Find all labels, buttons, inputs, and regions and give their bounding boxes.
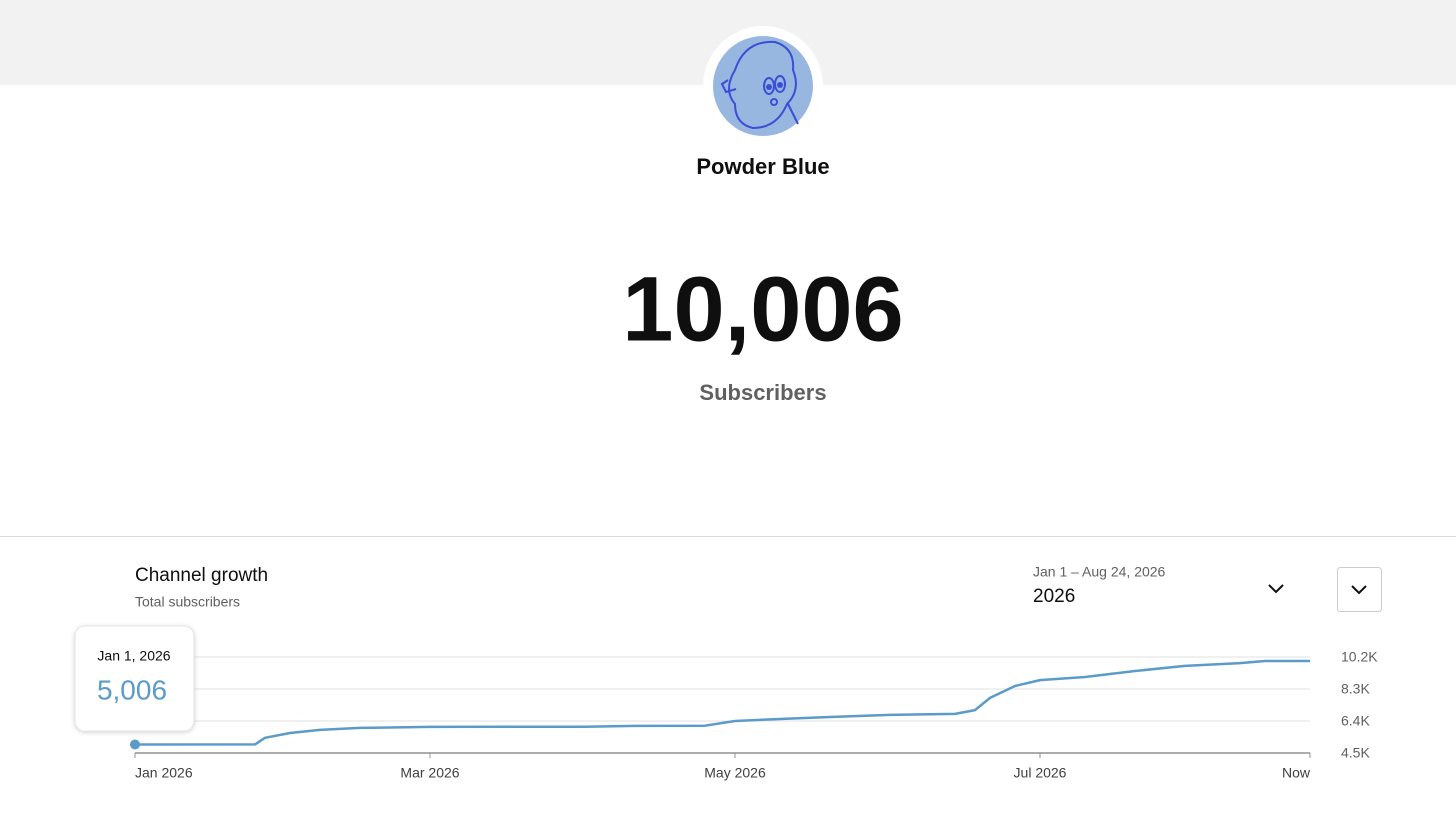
x-tick-label: Now xyxy=(1282,765,1311,781)
subscriber-label: Subscribers xyxy=(699,380,826,405)
y-tick-label: 10.2K xyxy=(1341,649,1378,665)
tooltip-box xyxy=(74,625,195,732)
x-tick-label: Mar 2026 xyxy=(400,765,459,781)
button-box xyxy=(1337,567,1382,612)
series-line xyxy=(134,659,1310,746)
chart: 4.5K 6.4K 8.3K 10.2K Jan 2026 Mar 2026 May 202… xyxy=(130,649,1378,781)
tooltip: Jan 1, 2026 5,006 xyxy=(74,625,195,732)
x-tick-label: Jan 2026 xyxy=(135,765,193,781)
y-tick-label: 6.4K xyxy=(1341,713,1370,729)
x-tick-label: Jul 2026 xyxy=(1014,765,1067,781)
date-range: Jan 1 – Aug 24, 2026 xyxy=(1033,564,1166,580)
avatar xyxy=(703,26,823,146)
subscriber-count: 10,006 xyxy=(622,258,903,360)
x-tick-label: May 2026 xyxy=(704,765,766,781)
tooltip-date: Jan 1, 2026 xyxy=(97,648,170,664)
hover-point xyxy=(130,739,140,750)
expand-button[interactable] xyxy=(1337,567,1382,612)
chevron xyxy=(1351,585,1367,595)
growth-title: Channel growth xyxy=(135,565,268,586)
y-tick-label: 8.3K xyxy=(1341,681,1370,697)
channel-name: Powder Blue xyxy=(696,154,829,179)
tooltip-value: 5,006 xyxy=(97,674,167,705)
chevron xyxy=(1268,584,1284,594)
period-dropdown[interactable]: Jan 1 – Aug 24, 2026 2026 xyxy=(1033,564,1284,607)
growth-subtitle: Total subscribers xyxy=(135,594,240,610)
period: 2026 xyxy=(1033,586,1075,607)
y-tick-label: 4.5K xyxy=(1341,745,1370,761)
